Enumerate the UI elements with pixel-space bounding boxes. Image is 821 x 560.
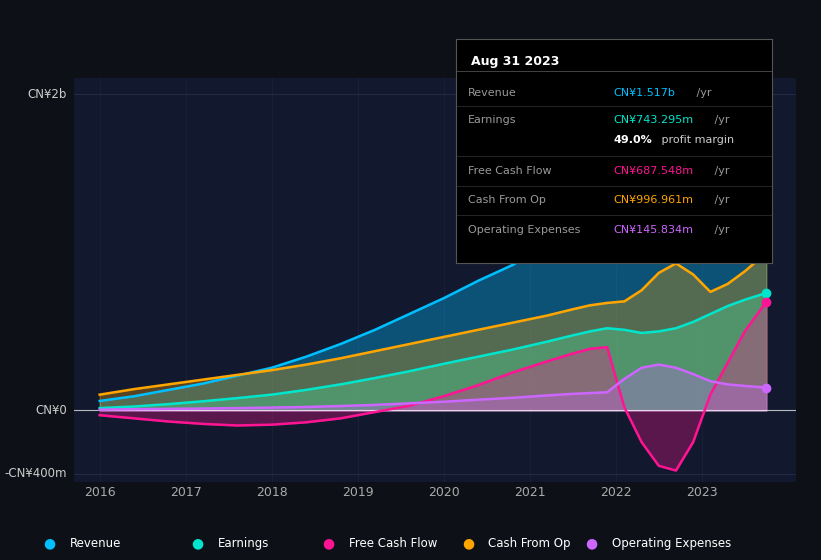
Text: profit margin: profit margin (658, 135, 734, 145)
Text: Revenue: Revenue (70, 536, 122, 550)
Text: CN¥2b: CN¥2b (27, 88, 67, 101)
Text: Aug 31 2023: Aug 31 2023 (471, 55, 560, 68)
Text: Cash From Op: Cash From Op (488, 536, 571, 550)
Text: ●: ● (585, 536, 597, 550)
Text: CN¥687.548m: CN¥687.548m (614, 166, 694, 176)
Text: /yr: /yr (711, 166, 730, 176)
Text: Free Cash Flow: Free Cash Flow (349, 536, 438, 550)
Text: Revenue: Revenue (468, 88, 517, 98)
Text: /yr: /yr (711, 225, 730, 235)
Text: ●: ● (191, 536, 203, 550)
Text: ●: ● (323, 536, 334, 550)
Text: CN¥1.517b: CN¥1.517b (614, 88, 676, 98)
Text: ●: ● (44, 536, 55, 550)
Text: Earnings: Earnings (218, 536, 269, 550)
Text: /yr: /yr (711, 115, 730, 125)
Text: /yr: /yr (694, 88, 712, 98)
Text: -CN¥400m: -CN¥400m (4, 467, 67, 480)
Text: ●: ● (462, 536, 474, 550)
Text: 49.0%: 49.0% (614, 135, 653, 145)
Text: CN¥743.295m: CN¥743.295m (614, 115, 694, 125)
Text: Operating Expenses: Operating Expenses (612, 536, 731, 550)
Text: Free Cash Flow: Free Cash Flow (468, 166, 552, 176)
Text: CN¥0: CN¥0 (35, 404, 67, 417)
Text: /yr: /yr (711, 195, 730, 206)
Text: Operating Expenses: Operating Expenses (468, 225, 580, 235)
Text: Cash From Op: Cash From Op (468, 195, 546, 206)
Text: CN¥996.961m: CN¥996.961m (614, 195, 694, 206)
Text: CN¥145.834m: CN¥145.834m (614, 225, 694, 235)
Text: Earnings: Earnings (468, 115, 516, 125)
